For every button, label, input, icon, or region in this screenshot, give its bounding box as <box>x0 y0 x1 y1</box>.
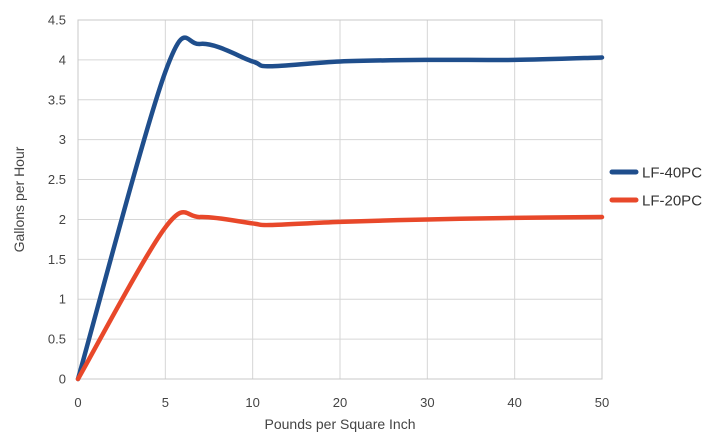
legend-label: LF-20PC <box>642 193 702 210</box>
x-tick-label: 20 <box>333 395 347 410</box>
series-lines <box>75 35 605 382</box>
y-tick-label: 3.5 <box>48 92 66 107</box>
series-line-lf-20pc <box>75 209 605 382</box>
x-tick-label: 10 <box>245 395 259 410</box>
y-tick-labels: 0 0.5 1 1.5 2 2.5 3 3.5 4 4.5 <box>48 13 66 387</box>
legend: LF-40PC LF-20PC <box>609 165 702 210</box>
x-tick-label: 5 <box>162 395 169 410</box>
y-axis-title: Gallons per Hour <box>11 146 27 252</box>
y-tick-label: 0 <box>59 372 66 387</box>
gridlines <box>77 19 603 380</box>
y-tick-label: 1 <box>59 292 66 307</box>
x-axis-title: Pounds per Square Inch <box>265 416 416 432</box>
y-tick-label: 3 <box>59 132 66 147</box>
legend-label: LF-40PC <box>642 165 702 182</box>
plot-frame <box>77 19 603 380</box>
y-tick-label: 2 <box>59 212 66 227</box>
x-tick-label: 0 <box>74 395 81 410</box>
x-tick-label: 30 <box>420 395 434 410</box>
x-tick-label: 40 <box>507 395 521 410</box>
y-tick-label: 2.5 <box>48 172 66 187</box>
x-tick-label: 50 <box>595 395 609 410</box>
y-tick-label: 1.5 <box>48 252 66 267</box>
y-tick-label: 4 <box>59 52 66 67</box>
y-tick-label: 4.5 <box>48 13 66 28</box>
x-tick-labels: 0 5 10 20 30 40 50 <box>74 395 609 410</box>
series-line-lf-40pc <box>75 35 605 382</box>
y-tick-label: 0.5 <box>48 332 66 347</box>
